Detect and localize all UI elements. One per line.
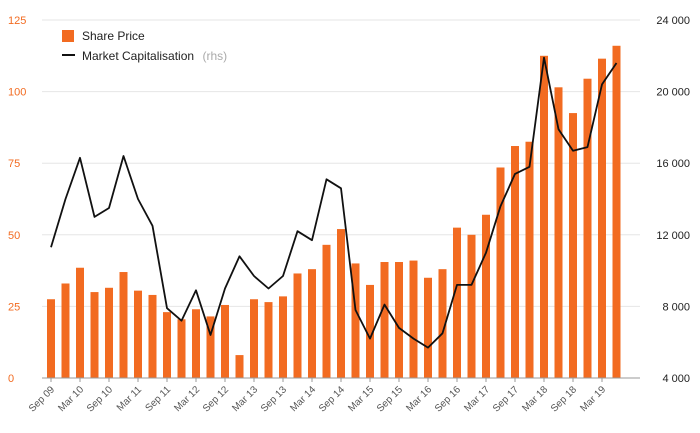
x-tick-label: Sep 16 (433, 384, 463, 414)
left-tick-label: 100 (8, 87, 26, 99)
x-tick-label: Mar 15 (346, 384, 376, 414)
left-axis-ticks: 0 25 50 75 100 125 (8, 15, 26, 385)
left-tick-label: 0 (8, 373, 14, 385)
share-price-bar (47, 299, 55, 378)
legend-label-market-cap-name: Market Capitalisation (82, 49, 194, 63)
share-price-bar (424, 277, 432, 378)
x-tick-label: Sep 11 (143, 384, 173, 414)
legend: Share Price Market Capitalisation (rhs) (62, 29, 227, 64)
left-tick-label: 125 (8, 15, 26, 27)
share-price-bar (192, 309, 200, 378)
x-tick-label: Sep 17 (491, 384, 521, 414)
legend-swatch-share-price (62, 30, 74, 42)
right-tick-label: 20 000 (656, 87, 690, 99)
share-price-bar (163, 312, 171, 378)
x-tick-label: Mar 12 (172, 384, 202, 414)
market-cap-line (50, 56, 618, 349)
share-price-bar (453, 227, 461, 378)
right-tick-label: 8 000 (662, 301, 690, 313)
share-price-bar (119, 272, 128, 378)
share-price-bar (482, 214, 490, 378)
share-price-bar (583, 78, 592, 378)
share-price-bar (395, 262, 403, 378)
share-price-bar (351, 263, 360, 378)
share-price-bar (540, 55, 548, 379)
right-tick-label: 24 000 (656, 15, 690, 27)
share-price-bar (105, 287, 113, 378)
legend-label-market-cap: Market Capitalisation (rhs) (82, 47, 227, 64)
share-price-bar (308, 269, 316, 378)
x-tick-label: Sep 15 (375, 384, 405, 414)
share-price-bar (264, 302, 273, 378)
share-price-bar (337, 229, 345, 378)
x-tick-label: Mar 14 (288, 384, 318, 414)
share-price-bar (598, 58, 606, 378)
share-price-bar (279, 296, 287, 378)
left-tick-label: 25 (8, 301, 20, 313)
share-price-bar (221, 304, 229, 378)
share-price-bar (235, 355, 244, 378)
left-tick-label: 50 (8, 230, 20, 242)
share-price-bar (496, 167, 505, 378)
x-tick-label: Mar 16 (404, 384, 434, 414)
share-price-bar (438, 269, 447, 378)
share-price-bars (47, 45, 621, 379)
legend-label-share-price: Share Price (82, 29, 145, 43)
x-tick-label: Mar 13 (230, 384, 260, 414)
x-tick-label: Sep 09 (27, 384, 57, 414)
share-price-bar (61, 283, 70, 378)
x-tick-label: Mar 11 (115, 384, 145, 414)
share-price-bar (380, 262, 389, 378)
x-tick-label: Mar 19 (578, 384, 608, 414)
share-price-bar (511, 146, 519, 378)
share-price-bar (206, 316, 215, 378)
x-tick-label: Mar 17 (462, 384, 492, 414)
share-price-bar (467, 234, 476, 378)
share-price-bar (409, 260, 418, 378)
x-tick-label: Sep 10 (85, 384, 115, 414)
x-tick-label: Sep 12 (201, 384, 231, 414)
share-price-bar (322, 244, 331, 378)
x-tick-label: Sep 14 (317, 384, 347, 414)
right-tick-label: 4 000 (662, 373, 690, 385)
left-tick-label: 75 (8, 158, 20, 170)
market-cap-line-group (50, 56, 618, 349)
x-tick-label: Mar 18 (520, 384, 550, 414)
x-tick-label: Sep 13 (259, 384, 289, 414)
right-tick-label: 12 000 (656, 230, 690, 242)
share-price-bar (293, 273, 302, 378)
share-price-bar (366, 284, 374, 378)
right-tick-label: 16 000 (656, 158, 690, 170)
share-price-bar (148, 294, 157, 378)
share-price-bar (90, 292, 99, 378)
x-tick-label: Sep 18 (549, 384, 579, 414)
share-price-bar (134, 290, 142, 378)
x-tick-label: Mar 10 (56, 384, 86, 414)
share-price-bar (177, 319, 186, 378)
share-price-bar (525, 141, 534, 378)
right-axis-ticks: 4 000 8 000 12 000 16 000 20 000 24 000 (656, 15, 690, 385)
share-price-bar (612, 45, 621, 378)
share-price-bar (554, 87, 563, 378)
share-price-bar (76, 267, 84, 378)
share-price-bar (569, 113, 577, 378)
share-price-bar (250, 299, 258, 378)
legend-label-market-cap-note: (rhs) (203, 49, 228, 63)
